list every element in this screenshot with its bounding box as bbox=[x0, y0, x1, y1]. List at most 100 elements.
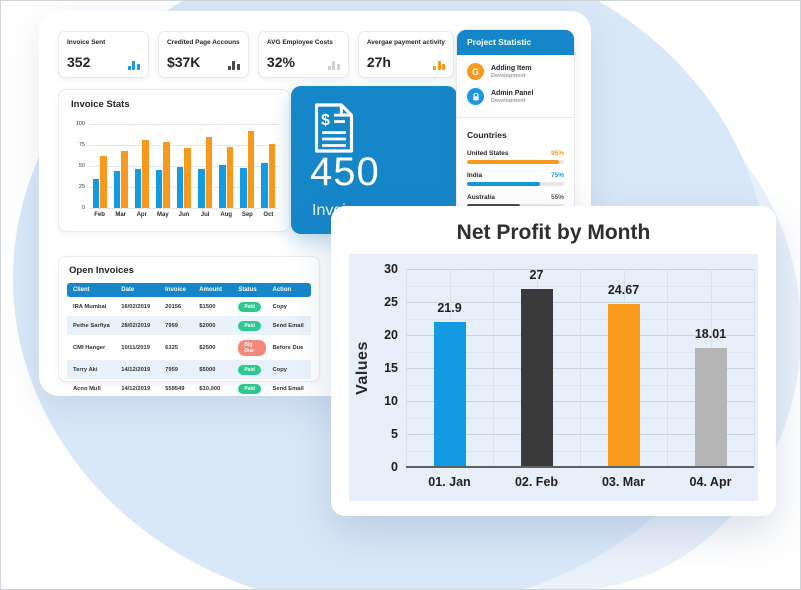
invoice-stats-title: Invoice Stats bbox=[71, 99, 130, 110]
bar-group bbox=[237, 130, 258, 208]
x-tick-label: Aug bbox=[220, 212, 233, 218]
y-tick-label: 100 bbox=[75, 121, 85, 127]
kpi-value-row: 352 bbox=[67, 54, 140, 70]
country-percent: 55% bbox=[550, 194, 564, 201]
cell-action[interactable]: Copy bbox=[272, 303, 287, 310]
cell-action[interactable]: Copy bbox=[272, 366, 287, 373]
cell-invoice: 20156 bbox=[165, 303, 182, 310]
project-statistic-header: Project Statistic bbox=[457, 30, 574, 55]
cell-status: Paid bbox=[235, 316, 269, 335]
project-item: G Adding Item Development bbox=[457, 55, 574, 80]
bar bbox=[232, 61, 236, 70]
mini-bar-chart-icon bbox=[433, 60, 446, 70]
bar bbox=[261, 162, 268, 208]
cell-status: Paid bbox=[235, 360, 269, 379]
x-tick-label: 04. Apr bbox=[689, 475, 732, 489]
y-tick-label: 15 bbox=[384, 361, 398, 375]
net-profit-plot: Values 0 5 10 15 20 25 30 21.9 01. Jan 27 02. Feb 2… bbox=[349, 254, 758, 501]
x-tick-label: May bbox=[157, 212, 169, 218]
bar bbox=[136, 64, 140, 70]
bar-group bbox=[216, 146, 237, 208]
x-axis-line bbox=[406, 466, 754, 468]
cell-invoice: 559549 bbox=[165, 385, 185, 392]
countries-heading: Countries bbox=[467, 130, 507, 140]
table-row: Terry Aki 14/12/2019 7959 $5000 Paid Copy bbox=[67, 360, 311, 379]
x-tick-label: Feb bbox=[94, 212, 105, 218]
table-row: IRA Mumbai 16/02/2019 20156 $1500 Paid Copy bbox=[67, 297, 311, 316]
total-invoices-value: 450 bbox=[310, 150, 380, 194]
table-row: CMI Hanger 10/11/2019 6325 $2500 Big Due Befo… bbox=[67, 335, 311, 360]
cell-amount: $5000 bbox=[199, 366, 216, 373]
mini-bar-chart-icon bbox=[127, 60, 140, 70]
kpi-value: $37K bbox=[166, 54, 201, 70]
invoice-stats-card: Invoice Stats 0 25 50 75 100 Feb Mar Apr May Jun J… bbox=[58, 89, 290, 232]
kpi-value: 27h bbox=[366, 54, 391, 70]
bar bbox=[132, 61, 136, 70]
svg-text:$: $ bbox=[321, 112, 330, 129]
y-tick-label: 5 bbox=[391, 427, 398, 441]
cell-amount: $2000 bbox=[199, 322, 216, 329]
y-tick-label: 30 bbox=[384, 262, 398, 276]
status-badge: Paid bbox=[238, 383, 261, 394]
cell-action[interactable]: Before Due bbox=[272, 344, 304, 351]
progress-fill bbox=[467, 160, 560, 164]
bar bbox=[205, 136, 213, 208]
kpi-value-row: $37K bbox=[167, 54, 240, 70]
bar bbox=[155, 170, 163, 208]
gridline bbox=[89, 124, 279, 125]
gridline-vertical bbox=[754, 269, 755, 467]
cell-invoice: 7959 bbox=[165, 366, 179, 373]
country-row-top: United States 95% bbox=[467, 150, 564, 157]
bar-group bbox=[258, 144, 279, 208]
gridline bbox=[89, 166, 279, 167]
cell-date: 16/02/2019 bbox=[121, 303, 151, 310]
net-profit-grid: 0 5 10 15 20 25 30 21.9 01. Jan 27 02. Feb 24.67 03.… bbox=[384, 262, 755, 489]
cell-date: 14/12/2019 bbox=[121, 366, 151, 373]
x-tick-label: 02. Feb bbox=[514, 475, 559, 489]
bar-group bbox=[173, 148, 194, 208]
column-header: Status bbox=[235, 283, 270, 297]
bar bbox=[127, 66, 131, 70]
x-tick-label: 01. Jan bbox=[428, 475, 471, 489]
bar bbox=[694, 348, 727, 467]
column-header: Client bbox=[67, 283, 119, 297]
bar bbox=[332, 61, 336, 70]
bar bbox=[226, 146, 234, 208]
project-list: G Adding Item Development Admin Panel Develo… bbox=[457, 55, 574, 105]
bar bbox=[176, 166, 184, 208]
cell-action[interactable]: Send Email bbox=[272, 322, 304, 329]
bar bbox=[121, 150, 128, 208]
cell-status: Paid bbox=[235, 379, 269, 398]
cell-client: IRA Mumbai bbox=[73, 303, 107, 310]
bar-value-label: 24.67 bbox=[607, 283, 640, 298]
progress-track bbox=[467, 182, 564, 186]
bar bbox=[184, 148, 191, 208]
project-item: Admin Panel Development bbox=[457, 80, 574, 105]
project-subtitle: Development bbox=[491, 72, 526, 79]
y-tick-label: 10 bbox=[384, 394, 398, 408]
table-header: Client Date Invoice Amount Status Action bbox=[67, 283, 311, 297]
country-name: Australia bbox=[467, 194, 495, 201]
project-subtitle: Development bbox=[491, 97, 526, 104]
bar bbox=[142, 139, 149, 208]
mini-bar-chart-icon bbox=[227, 60, 240, 70]
kpi-card: AVG Employee Costs 32% bbox=[257, 31, 349, 78]
kpi-value-row: 27h bbox=[366, 54, 446, 70]
cell-invoice: 7959 bbox=[165, 322, 179, 329]
y-tick-label: 0 bbox=[81, 205, 85, 211]
status-badge: Big Due bbox=[238, 339, 267, 356]
status-badge: Paid bbox=[238, 301, 261, 312]
kpi-card: Credited Page Accouns $37K bbox=[157, 31, 249, 78]
bar-value-label: 27 bbox=[529, 267, 544, 282]
bar-group bbox=[89, 155, 110, 208]
cell-client: CMI Hanger bbox=[73, 344, 106, 351]
project-name: Adding Item bbox=[491, 64, 532, 72]
bar bbox=[219, 165, 226, 208]
gridline-vertical bbox=[493, 269, 494, 467]
cell-amount: $10,000 bbox=[199, 385, 221, 392]
cell-action[interactable]: Send Email bbox=[272, 385, 304, 392]
y-tick-label: 0 bbox=[391, 460, 398, 474]
bar-group bbox=[110, 150, 131, 208]
status-badge: Paid bbox=[238, 320, 261, 331]
country-row: India 75% bbox=[457, 164, 574, 186]
